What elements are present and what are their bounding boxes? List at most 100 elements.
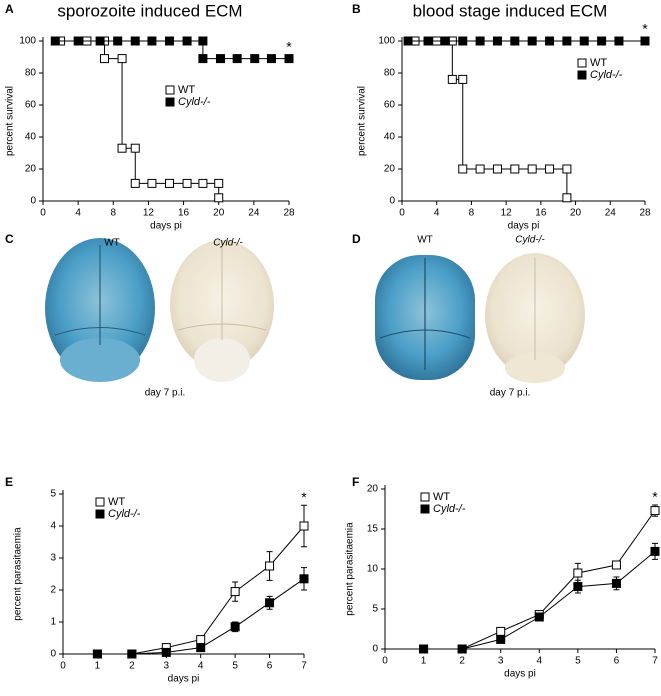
x-tick-label: 24 <box>248 208 260 219</box>
y-tick-label: 100 <box>19 36 36 47</box>
marker <box>597 36 607 46</box>
marker <box>640 36 650 46</box>
y-tick-label: 3 <box>50 553 56 564</box>
panel-letter: C <box>5 232 14 246</box>
marker <box>50 36 60 46</box>
y-tick-label: 4 <box>50 521 56 532</box>
marker <box>92 649 102 659</box>
legend-label: WT <box>433 491 450 503</box>
y-tick-label: 20 <box>367 484 379 495</box>
marker <box>232 54 242 64</box>
legend-swatch <box>420 504 430 514</box>
marker <box>182 178 192 188</box>
marker <box>545 164 555 174</box>
marker <box>165 178 175 188</box>
x-tick-label: 0 <box>382 656 388 667</box>
marker <box>130 143 140 153</box>
x-tick-label: 12 <box>143 208 155 219</box>
marker <box>284 54 294 64</box>
x-axis-label: days pi <box>150 221 182 232</box>
y-tick-label: 5 <box>372 604 378 615</box>
marker <box>419 644 429 654</box>
marker <box>198 54 208 64</box>
marker <box>562 193 572 203</box>
chart-title: blood stage induced ECM <box>413 1 608 20</box>
x-tick-label: 2 <box>129 661 135 672</box>
x-tick-label: 28 <box>283 208 295 219</box>
marker <box>534 612 544 622</box>
marker <box>100 54 109 64</box>
x-tick-label: 2 <box>459 656 465 667</box>
x-tick-label: 4 <box>537 656 543 667</box>
brain-image <box>45 238 155 382</box>
x-tick-label: 4 <box>198 661 204 672</box>
y-tick-label: 40 <box>384 132 396 143</box>
marker <box>611 560 621 570</box>
marker <box>161 647 171 657</box>
y-tick-label: 20 <box>384 164 396 175</box>
marker <box>492 36 502 46</box>
annotation: * <box>301 489 307 505</box>
marker <box>562 164 572 174</box>
marker <box>73 36 83 46</box>
y-tick-label: 0 <box>50 649 56 660</box>
marker <box>113 36 123 46</box>
marker <box>266 54 276 64</box>
legend-swatch <box>95 497 105 507</box>
marker <box>403 36 413 46</box>
x-tick-label: 16 <box>178 208 190 219</box>
series-line <box>97 525 305 655</box>
marker <box>198 36 208 46</box>
marker <box>457 644 467 654</box>
annotation: * <box>286 38 292 54</box>
marker <box>650 506 660 516</box>
legend-swatch <box>577 58 587 68</box>
marker <box>458 74 468 84</box>
x-tick-label: 20 <box>213 208 225 219</box>
legend-swatch <box>577 70 587 80</box>
x-tick-label: 24 <box>605 208 617 219</box>
x-tick-label: 3 <box>164 661 170 672</box>
panel-letter: F <box>352 475 359 489</box>
y-tick-label: 40 <box>25 132 37 143</box>
legend-label: WT <box>108 496 125 508</box>
x-tick-label: 12 <box>501 208 513 219</box>
marker <box>440 36 450 46</box>
marker <box>611 578 621 588</box>
marker <box>95 36 105 46</box>
panel-letter: A <box>5 2 14 16</box>
marker <box>475 164 485 174</box>
brain-image <box>485 253 585 383</box>
y-tick-label: 60 <box>384 100 396 111</box>
marker <box>573 568 583 578</box>
image-label: Cyld-/- <box>515 235 545 246</box>
x-tick-label: 0 <box>40 208 46 219</box>
marker <box>527 164 537 174</box>
marker <box>182 36 192 46</box>
x-tick-label: 8 <box>469 208 475 219</box>
y-tick-label: 0 <box>30 196 36 207</box>
legend-label: Cyld-/- <box>433 503 466 515</box>
panel-letter: D <box>352 232 361 246</box>
legend-swatch <box>165 97 175 107</box>
marker <box>579 36 589 46</box>
marker <box>492 164 502 174</box>
marker <box>250 54 260 64</box>
marker <box>147 36 157 46</box>
y-tick-label: 0 <box>372 644 378 655</box>
marker <box>299 574 309 584</box>
x-tick-label: 7 <box>301 661 307 672</box>
image-label: Cyld-/- <box>213 238 243 249</box>
marker <box>423 36 433 46</box>
y-tick-label: 5 <box>50 489 56 500</box>
y-tick-label: 0 <box>389 196 395 207</box>
y-tick-label: 10 <box>367 564 379 575</box>
marker <box>299 521 309 531</box>
marker <box>510 36 520 46</box>
marker <box>496 626 506 636</box>
x-tick-label: 4 <box>434 208 440 219</box>
brain-image <box>170 240 274 382</box>
legend-swatch <box>95 509 105 519</box>
legend-swatch <box>420 492 430 502</box>
x-tick-label: 5 <box>232 661 238 672</box>
